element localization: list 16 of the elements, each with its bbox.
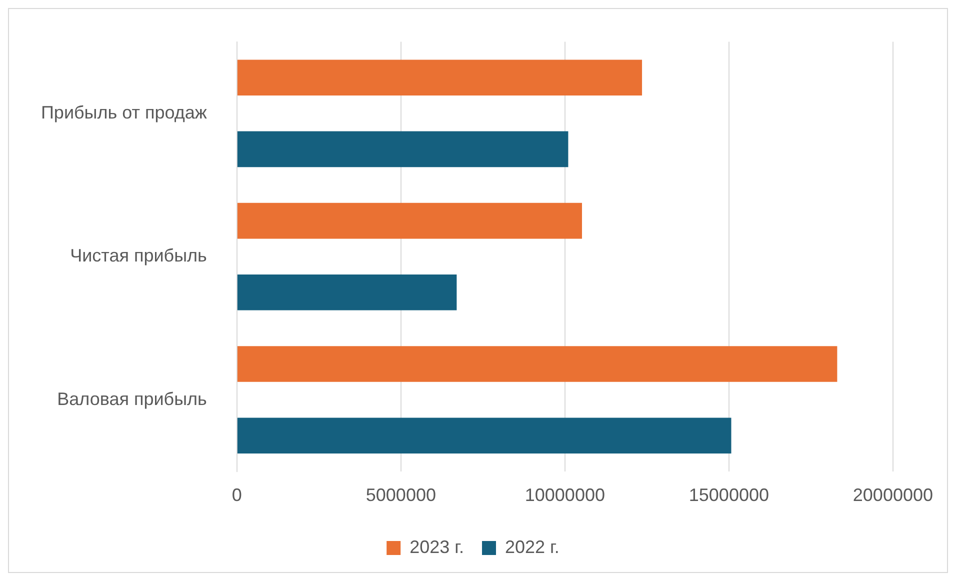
- x-tick-label: 10000000: [524, 485, 605, 506]
- legend-label: 2022 г.: [505, 536, 560, 557]
- x-tick-label: 20000000: [852, 485, 934, 506]
- y-tick-label: Прибыль от продаж: [41, 102, 207, 122]
- bar: [237, 346, 838, 382]
- bar: [237, 131, 568, 168]
- bar: [237, 274, 457, 310]
- legend-label: 2023 г.: [410, 536, 464, 557]
- bar: [237, 202, 582, 239]
- y-tick-label: Чистая прибыль: [70, 246, 207, 266]
- bar: [237, 418, 732, 454]
- x-tick-label: 0: [232, 485, 242, 506]
- bar: [237, 60, 642, 96]
- x-tick-label: 5000000: [366, 485, 436, 506]
- y-tick-label: Валовая прибыль: [57, 388, 207, 409]
- x-tick-label: 15000000: [688, 485, 769, 506]
